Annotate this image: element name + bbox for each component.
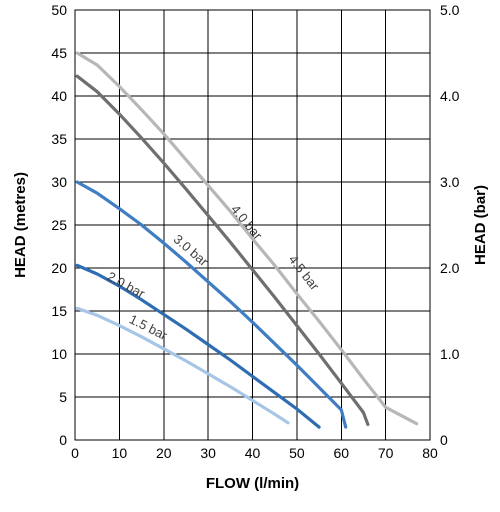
x-tick-label: 20 bbox=[156, 445, 172, 461]
y-left-tick-label: 0 bbox=[59, 432, 67, 448]
y-left-tick-label: 35 bbox=[51, 131, 67, 147]
x-tick-label: 10 bbox=[112, 445, 128, 461]
y-left-tick-label: 25 bbox=[51, 217, 67, 233]
x-tick-label: 50 bbox=[289, 445, 305, 461]
y-left-tick-label: 45 bbox=[51, 45, 67, 61]
y-left-tick-label: 15 bbox=[51, 303, 67, 319]
y-left-tick-label: 40 bbox=[51, 88, 67, 104]
y-left-tick-label: 30 bbox=[51, 174, 67, 190]
y-right-tick-label: 0 bbox=[440, 432, 448, 448]
y-left-axis-label: HEAD (metres) bbox=[12, 172, 29, 278]
x-tick-label: 80 bbox=[422, 445, 438, 461]
y-right-tick-label: 3.0 bbox=[440, 174, 460, 190]
y-left-tick-label: 50 bbox=[51, 2, 67, 18]
y-right-tick-label: 2.0 bbox=[440, 260, 460, 276]
y-right-tick-label: 5.0 bbox=[440, 2, 460, 18]
x-tick-label: 70 bbox=[378, 445, 394, 461]
y-left-tick-label: 10 bbox=[51, 346, 67, 362]
x-tick-label: 0 bbox=[71, 445, 79, 461]
x-axis-label: FLOW (l/min) bbox=[206, 475, 299, 492]
y-left-tick-label: 20 bbox=[51, 260, 67, 276]
x-tick-label: 40 bbox=[245, 445, 261, 461]
y-right-axis-label: HEAD (bar) bbox=[472, 185, 489, 265]
y-left-tick-label: 5 bbox=[59, 389, 67, 405]
x-tick-label: 30 bbox=[200, 445, 216, 461]
y-right-tick-label: 4.0 bbox=[440, 88, 460, 104]
y-right-tick-label: 1.0 bbox=[440, 346, 460, 362]
x-tick-label: 60 bbox=[333, 445, 349, 461]
